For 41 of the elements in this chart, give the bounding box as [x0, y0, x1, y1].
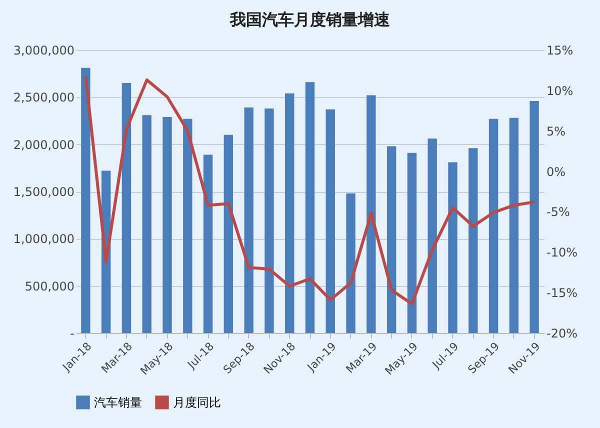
y2-tick-label: -20%: [546, 326, 578, 340]
y2-tick-label: -5%: [546, 205, 570, 220]
legend-label: 汽车销量: [94, 395, 142, 410]
y-tick-label: 2,000,000: [13, 138, 74, 152]
y-tick-label: -: [70, 326, 74, 340]
bar: [264, 108, 274, 333]
bar: [448, 162, 458, 333]
bar: [346, 193, 356, 333]
bar: [142, 115, 152, 333]
chart-title: 我国汽车月度销量增速: [229, 10, 391, 29]
y2-tick-label: 15%: [546, 44, 574, 58]
bar: [285, 93, 294, 333]
y-tick-label: 3,000,000: [13, 44, 74, 58]
bar: [386, 146, 396, 333]
y2-tick-label: 5%: [546, 124, 566, 138]
y-tick-label: 1,500,000: [13, 185, 74, 199]
line-series: [84, 75, 536, 306]
y-tick-label: 2,500,000: [13, 90, 74, 105]
y-tick-label: 1,000,000: [13, 232, 74, 246]
bar: [366, 95, 376, 333]
bar: [488, 118, 498, 333]
bar: [530, 100, 539, 333]
bar: [224, 134, 234, 333]
bar: [183, 118, 192, 333]
bar: [122, 83, 132, 333]
bar: [203, 154, 213, 333]
bar: [162, 116, 172, 333]
legend-label: 月度同比: [173, 395, 221, 410]
y2-tick-label: -10%: [546, 246, 578, 260]
y2-tick-label: 10%: [546, 84, 574, 98]
bar: [509, 118, 519, 333]
bar: [407, 152, 417, 333]
bar: [305, 82, 315, 333]
y2-tick-label: 0%: [546, 164, 566, 179]
bar: [428, 138, 437, 333]
bar: [468, 148, 478, 333]
y2-tick-label: -15%: [546, 286, 578, 300]
bar: [326, 109, 335, 333]
bar: [81, 68, 90, 333]
bar: [244, 108, 254, 333]
y-tick-label: 500,000: [24, 279, 74, 294]
